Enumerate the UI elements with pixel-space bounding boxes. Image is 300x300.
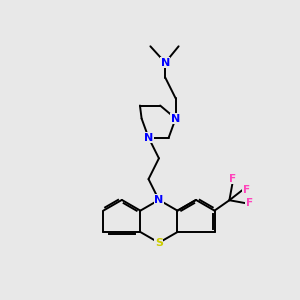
Text: F: F — [229, 173, 236, 184]
Text: F: F — [243, 185, 250, 195]
Text: N: N — [171, 113, 180, 124]
Text: S: S — [155, 238, 163, 248]
Text: N: N — [154, 195, 164, 205]
Text: F: F — [246, 198, 253, 208]
Text: N: N — [144, 133, 153, 142]
Text: N: N — [160, 58, 170, 68]
